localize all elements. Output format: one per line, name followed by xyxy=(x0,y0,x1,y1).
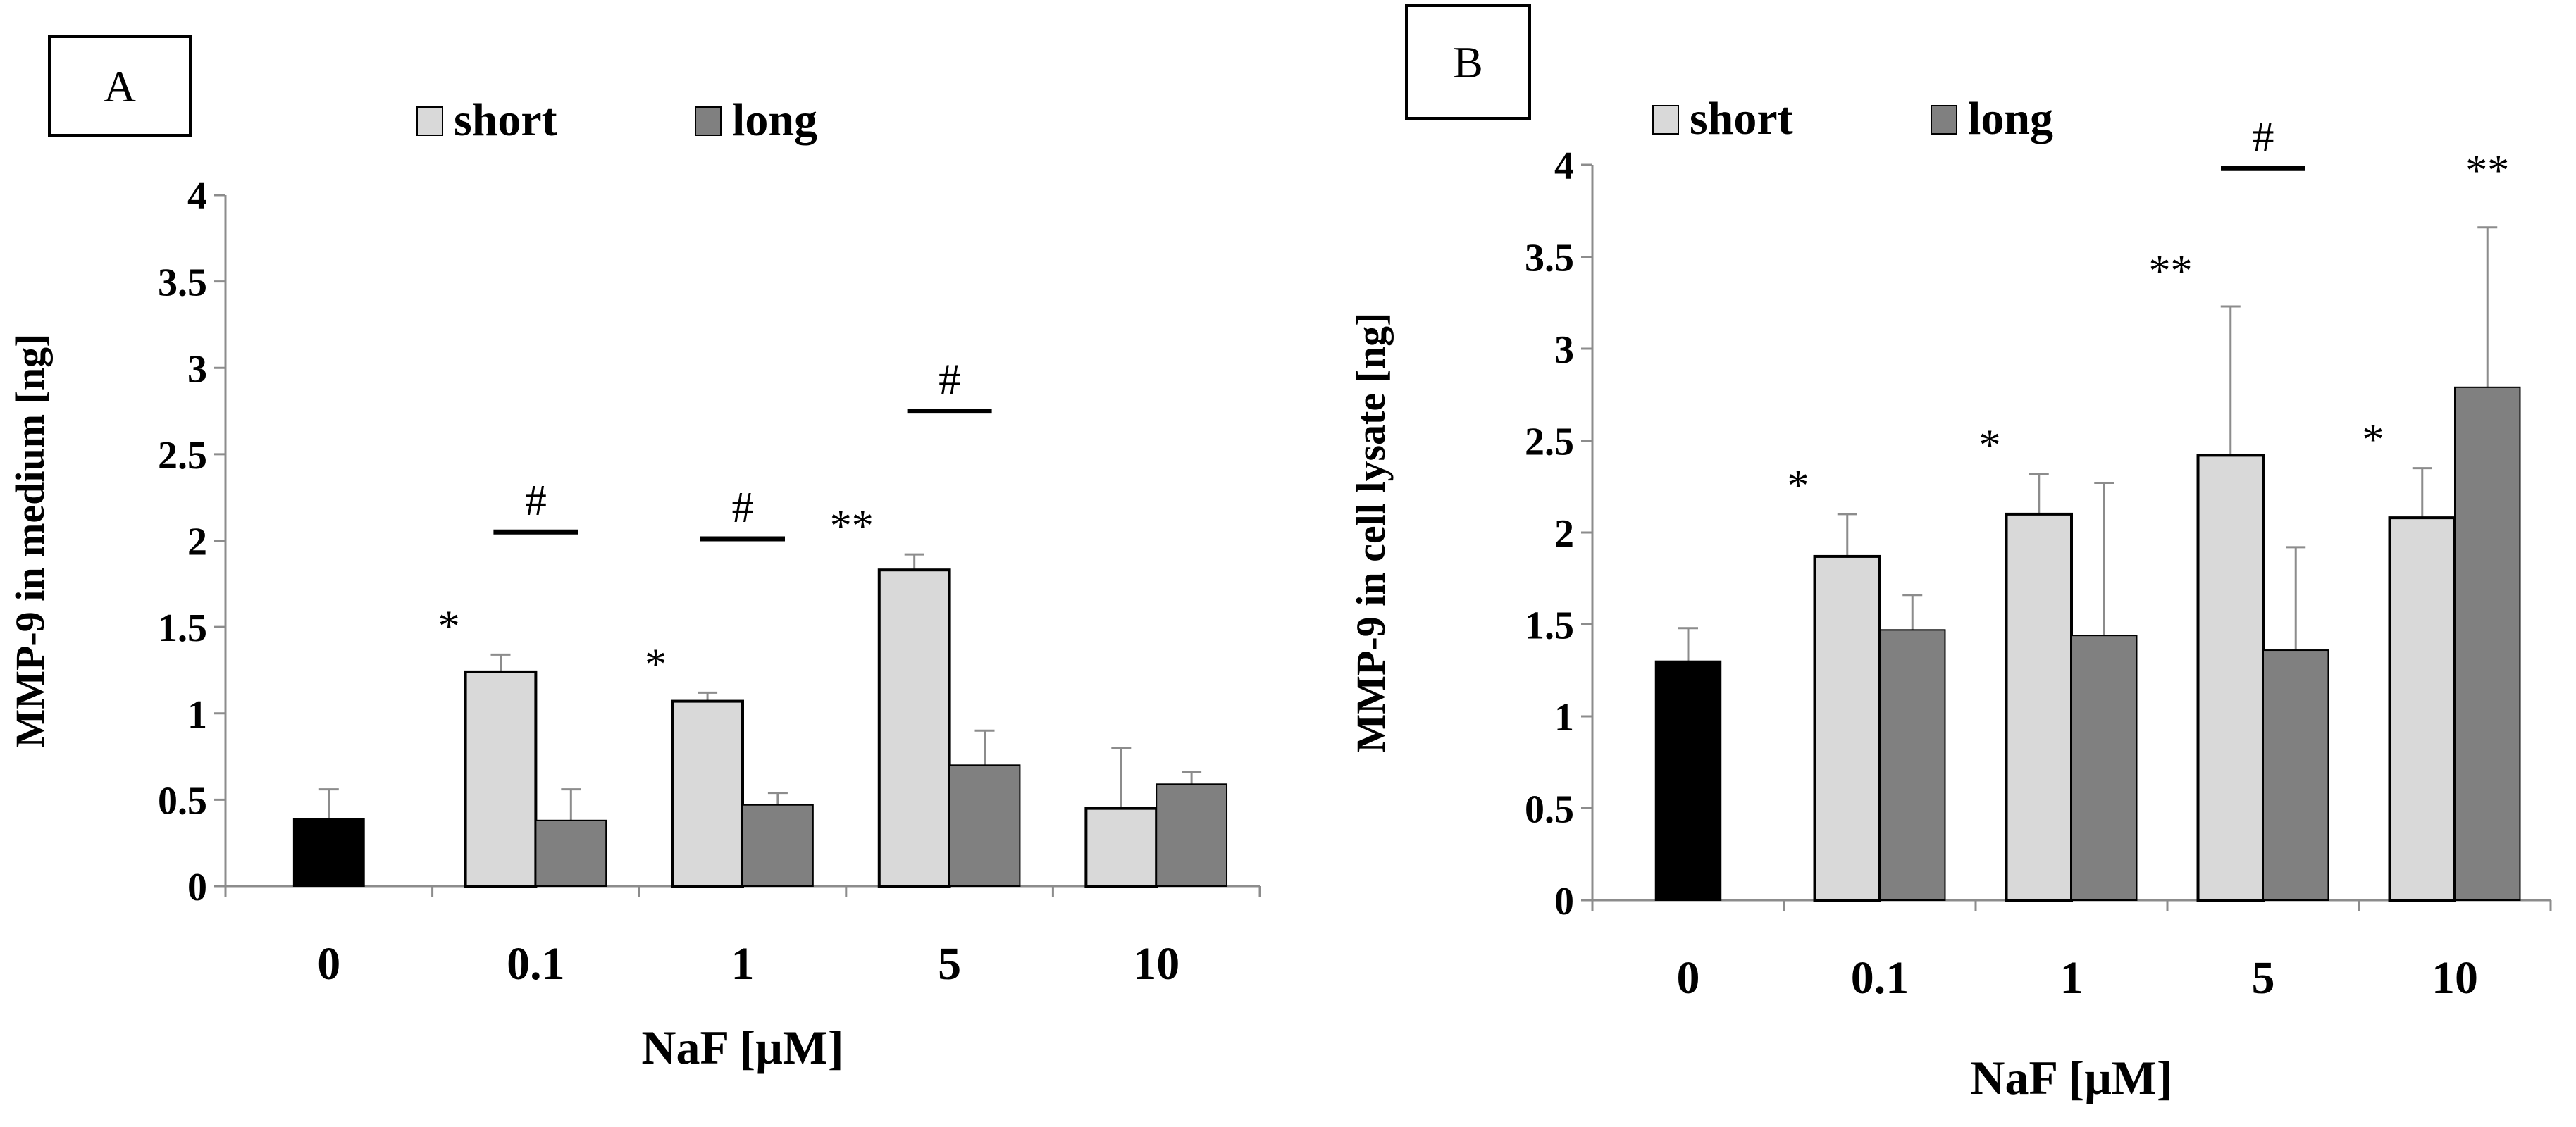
y-tick-label: 1.5 xyxy=(158,606,207,650)
chart-panel-b: B 0 0.5 1 1.5 2 2.5 3 3.5 4 0 0.1 1 5 10 MMP-9 in cell … xyxy=(1348,4,2552,1104)
x-tick-label: 5 xyxy=(2252,952,2275,1004)
bar-short xyxy=(671,699,745,888)
x-tick-label: 1 xyxy=(2060,952,2083,1004)
y-tick-label: 0.5 xyxy=(1525,788,1574,832)
legend-label-long: long xyxy=(732,94,817,146)
x-tick-label: 0 xyxy=(317,938,340,990)
y-tick-label: 3.5 xyxy=(158,261,207,305)
comparison-marker: # xyxy=(2253,113,2274,161)
significance-marker: * xyxy=(1979,421,2001,469)
bar-short xyxy=(1813,554,1882,902)
y-tick-label: 1 xyxy=(1554,696,1574,740)
x-axis-title: NaF [μM] xyxy=(641,1021,843,1074)
y-axis-title: MMP-9 in cell lysate [ng] xyxy=(1348,313,1394,753)
y-tick-label: 3 xyxy=(1554,328,1574,372)
y-tick-label: 4 xyxy=(187,175,207,218)
significance-marker: * xyxy=(645,640,667,688)
y-tick-label: 0 xyxy=(1554,880,1574,923)
y-tick-label: 4 xyxy=(1554,144,1574,188)
bar-control xyxy=(292,818,365,888)
legend-swatch-short xyxy=(416,106,443,136)
bar-long xyxy=(1879,629,1946,902)
bar-long xyxy=(2454,386,2521,901)
significance-marker: ** xyxy=(2149,247,2193,295)
significance-marker: * xyxy=(1788,462,1809,510)
chart-panel-a: A 0 0.5 1 1.5 2 2.5 3 3.5 4 0 0.1 1 5 10 MMP-9 in mediu… xyxy=(7,35,1261,1074)
panel-label-box xyxy=(48,35,192,137)
panel-label-box xyxy=(1405,4,1531,120)
significance-marker: ** xyxy=(2465,147,2509,195)
legend-swatch-long xyxy=(1931,105,1957,135)
x-tick-label: 0 xyxy=(1677,952,1700,1004)
y-tick-label: 1 xyxy=(187,693,207,737)
bar-short xyxy=(2196,454,2265,902)
comparison-marker: # xyxy=(732,484,754,532)
y-tick-label: 3.5 xyxy=(1525,237,1574,280)
bar-short xyxy=(1084,807,1158,888)
x-tick-label: 10 xyxy=(1133,938,1179,990)
significance-marker: ** xyxy=(830,502,874,550)
x-axis-title: NaF [μM] xyxy=(1970,1051,2172,1104)
x-tick-label: 0.1 xyxy=(1851,952,1909,1004)
y-tick-label: 1.5 xyxy=(1525,604,1574,648)
bar-short xyxy=(2005,512,2074,902)
significance-marker: * xyxy=(2363,416,2384,464)
legend-label-short: short xyxy=(1690,93,1793,144)
bar-short xyxy=(2388,516,2457,902)
x-tick-label: 0.1 xyxy=(507,938,565,990)
x-tick-label: 5 xyxy=(938,938,961,990)
legend-swatch-long xyxy=(695,106,722,136)
comparison-marker: # xyxy=(525,477,547,525)
bar-long xyxy=(2071,635,2138,901)
bar-short xyxy=(464,670,538,888)
panel-label: B xyxy=(1453,37,1483,87)
bar-control xyxy=(1654,660,1722,901)
y-axis-title: MMP-9 in medium [ng] xyxy=(7,334,53,748)
y-tick-label: 2.5 xyxy=(1525,421,1574,464)
bar-long xyxy=(742,804,814,888)
x-tick-label: 10 xyxy=(2432,952,2478,1004)
bar-long xyxy=(535,819,607,888)
y-tick-label: 2.5 xyxy=(158,434,207,478)
x-tick-label: 1 xyxy=(731,938,755,990)
bar-short xyxy=(877,568,951,888)
panel-label: A xyxy=(104,61,136,111)
y-tick-label: 2 xyxy=(187,521,207,564)
legend-swatch-short xyxy=(1652,105,1679,135)
y-tick-label: 2 xyxy=(1554,512,1574,556)
comparison-marker: # xyxy=(939,356,960,404)
y-tick-label: 0 xyxy=(187,866,207,909)
bar-long xyxy=(1156,783,1228,887)
y-tick-label: 3 xyxy=(187,347,207,391)
bar-long xyxy=(948,764,1021,887)
legend-label-short: short xyxy=(454,94,557,146)
y-tick-label: 0.5 xyxy=(158,779,207,823)
legend-label-long: long xyxy=(1968,93,2053,144)
bar-long xyxy=(2262,649,2329,901)
significance-marker: * xyxy=(438,602,460,650)
